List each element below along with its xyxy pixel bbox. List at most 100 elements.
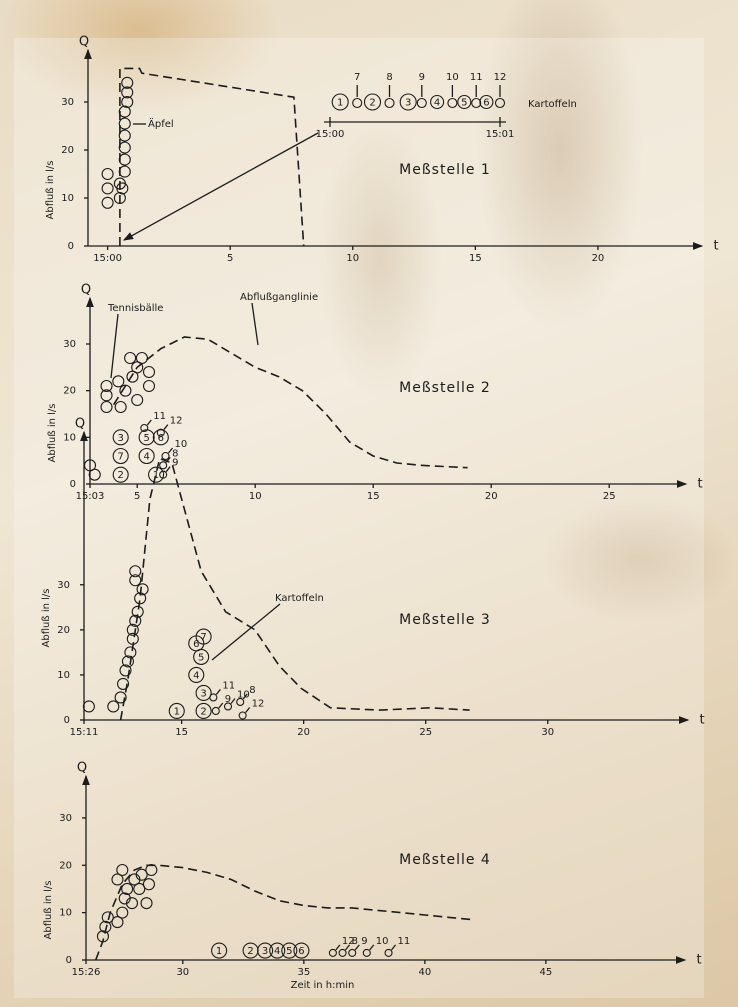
y-tick-label: 10 — [63, 432, 76, 443]
annotation: Kartoffeln — [275, 593, 324, 604]
y-symbol: Q — [79, 35, 89, 50]
object-label: 9 — [419, 72, 425, 83]
object-label: 2 — [117, 470, 123, 481]
y-tick-label: 30 — [59, 813, 72, 824]
object-label: 6 — [298, 946, 304, 957]
x-symbol: t — [699, 713, 704, 728]
object-label: 11 — [222, 680, 235, 691]
y-axis-label: Abfluß in l/s — [43, 881, 54, 940]
x-symbol: t — [697, 477, 702, 492]
x-symbol: t — [696, 953, 701, 968]
object-label: 2 — [200, 706, 206, 717]
x-tick-label: 10 — [346, 253, 359, 264]
object-label: 1 — [174, 706, 180, 717]
x-tick-label: 25 — [603, 491, 616, 502]
object-label: 12 — [494, 72, 507, 83]
y-tick-label: 30 — [61, 97, 74, 108]
x-tick-label: 20 — [297, 727, 310, 738]
object-label: 11 — [398, 936, 411, 947]
chart-title: Meßstelle 3 — [399, 612, 491, 628]
y-axis-label: Abfluß in l/s — [45, 161, 56, 220]
annotation: Tennisbälle — [107, 303, 163, 314]
x-tick-label: 30 — [541, 727, 554, 738]
y-tick-label: 10 — [59, 908, 72, 919]
object-label: 6 — [483, 98, 489, 109]
y-symbol: Q — [77, 761, 87, 776]
object-label: 3 — [117, 433, 123, 444]
x-tick-label: 20 — [485, 491, 498, 502]
x-tick-label: 15:26 — [72, 967, 101, 978]
object-label: 4 — [274, 946, 280, 957]
y-tick-label: 30 — [57, 580, 70, 591]
y-tick-label: 0 — [66, 955, 72, 966]
object-label: 4 — [434, 98, 440, 109]
y-tick-label: 10 — [57, 670, 70, 681]
x-tick-label: 40 — [418, 967, 431, 978]
object-label: 4 — [143, 452, 149, 463]
figure: QtAbfluß in l/sMeßstelle 1010203015:0051… — [0, 0, 738, 1007]
object-label: 8 — [352, 936, 358, 947]
x-tick-label: 5 — [134, 491, 140, 502]
object-label: 6 — [158, 433, 164, 444]
object-label: 3 — [200, 688, 206, 699]
sheet — [14, 38, 704, 998]
object-label: 2 — [247, 946, 253, 957]
object-label: 7 — [354, 72, 360, 83]
object-label: 6 — [193, 639, 199, 650]
y-axis-label: Abfluß in l/s — [47, 404, 58, 463]
inset-title: Kartoffeln — [528, 99, 577, 110]
x-tick-label: 20 — [592, 253, 605, 264]
annotation: Äpfel — [148, 117, 174, 130]
y-tick-label: 20 — [61, 145, 74, 156]
x-tick-label: 45 — [540, 967, 553, 978]
object-label: 2 — [369, 98, 375, 109]
y-tick-label: 30 — [63, 339, 76, 350]
object-label: 5 — [286, 946, 292, 957]
x-tick-label: 15 — [469, 253, 482, 264]
y-tick-label: 20 — [59, 860, 72, 871]
object-label: 10 — [376, 936, 389, 947]
object-label: 12 — [252, 698, 265, 709]
object-label: 12 — [170, 416, 183, 427]
x-tick-label: 25 — [419, 727, 432, 738]
x-tick-label: 15:00 — [93, 253, 122, 264]
chart-title: Meßstelle 4 — [399, 852, 491, 868]
inset-tick-label: 15:01 — [486, 129, 515, 140]
chart-title: Meßstelle 2 — [399, 380, 491, 396]
object-label: 5 — [143, 433, 149, 444]
y-tick-label: 20 — [63, 386, 76, 397]
chart-title: Meßstelle 1 — [399, 162, 491, 178]
y-axis-label: Abfluß in l/s — [41, 589, 52, 648]
y-tick-label: 10 — [61, 193, 74, 204]
object-label: 7 — [117, 452, 123, 463]
x-tick-label: 35 — [297, 967, 310, 978]
object-label: 3 — [262, 946, 268, 957]
object-label: 7 — [200, 632, 206, 643]
object-label: 8 — [249, 685, 255, 696]
y-symbol: Q — [81, 283, 91, 298]
y-symbol: Q — [75, 417, 85, 432]
y-tick-label: 20 — [57, 625, 70, 636]
object-label: 8 — [386, 72, 392, 83]
object-label: 4 — [193, 670, 199, 681]
x-tick-label: 10 — [249, 491, 262, 502]
x-tick-label: 15:11 — [70, 727, 99, 738]
x-tick-label: 15:03 — [76, 491, 105, 502]
object-label: 5 — [461, 98, 467, 109]
x-tick-label: 15 — [367, 491, 380, 502]
object-label: 11 — [470, 72, 483, 83]
object-label: 1 — [216, 946, 222, 957]
object-label: 3 — [405, 98, 411, 109]
object-label: 5 — [198, 652, 204, 663]
x-symbol: t — [713, 239, 718, 254]
object-label: 1 — [337, 98, 343, 109]
y-tick-label: 0 — [68, 241, 74, 252]
x-tick-label: 15 — [175, 727, 188, 738]
y-tick-label: 0 — [64, 715, 70, 726]
inset-tick-label: 15:00 — [316, 129, 345, 140]
x-tick-label: 30 — [176, 967, 189, 978]
annotation: Abflußganglinie — [240, 292, 318, 303]
y-tick-label: 0 — [70, 479, 76, 490]
x-axis-label: Zeit in h:min — [291, 980, 355, 991]
object-label: 9 — [361, 936, 367, 947]
